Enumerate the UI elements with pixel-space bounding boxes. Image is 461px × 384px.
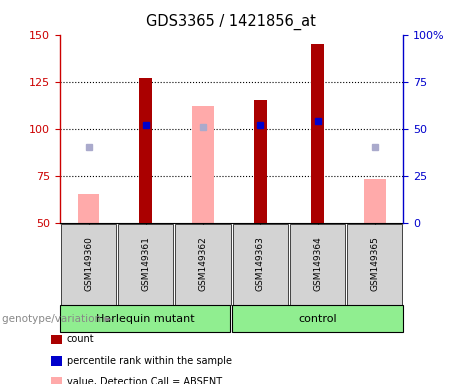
Bar [140, 78, 152, 223]
Text: percentile rank within the sample: percentile rank within the sample [67, 356, 232, 366]
Bar [311, 44, 324, 223]
Bar [364, 179, 386, 223]
Text: genotype/variation ►: genotype/variation ► [2, 314, 112, 324]
Text: GSM149360: GSM149360 [84, 237, 93, 291]
Text: GSM149361: GSM149361 [141, 237, 150, 291]
Text: GSM149365: GSM149365 [370, 237, 379, 291]
Bar [77, 195, 100, 223]
Bar [192, 106, 214, 223]
Text: GSM149364: GSM149364 [313, 237, 322, 291]
Text: value, Detection Call = ABSENT: value, Detection Call = ABSENT [67, 377, 222, 384]
Bar [254, 101, 266, 223]
Text: Harlequin mutant: Harlequin mutant [96, 314, 195, 324]
Text: GDS3365 / 1421856_at: GDS3365 / 1421856_at [146, 13, 315, 30]
Text: control: control [298, 314, 337, 324]
Text: count: count [67, 334, 95, 344]
Text: GSM149363: GSM149363 [256, 237, 265, 291]
Text: GSM149362: GSM149362 [199, 237, 207, 291]
